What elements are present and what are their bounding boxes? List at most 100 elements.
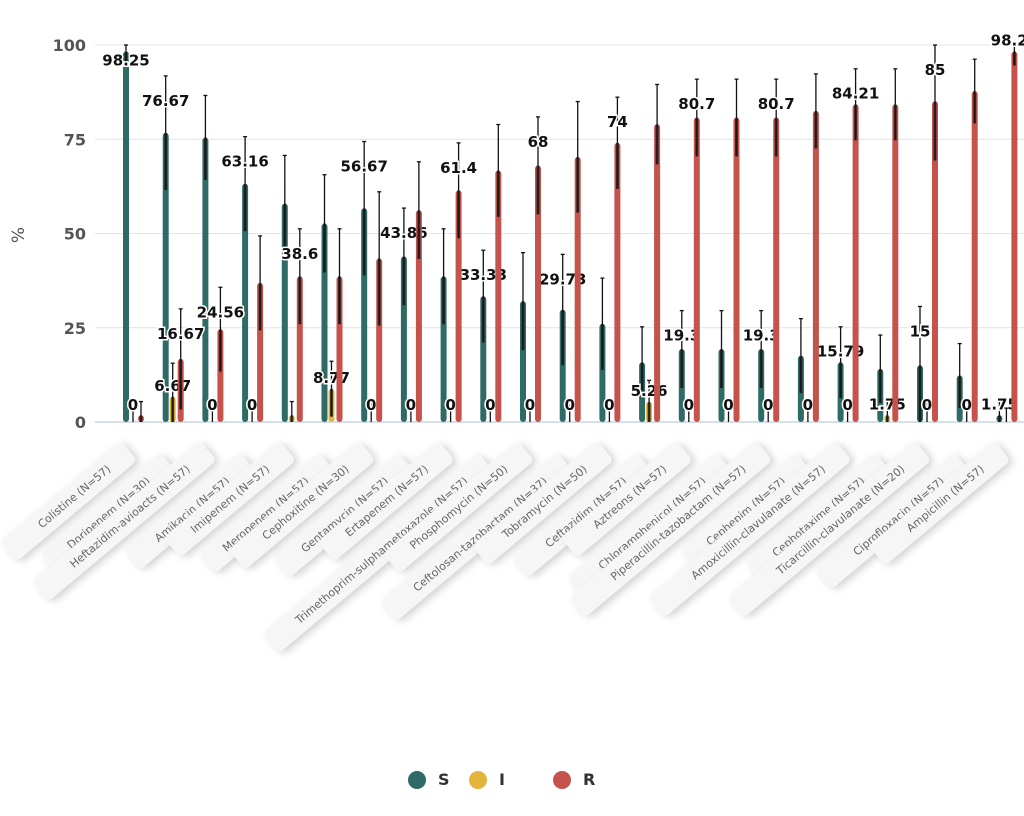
y-tick-label: 25 [64,319,86,338]
data-label-i: 5.26 [631,382,668,400]
y-tick-label: 75 [64,130,86,149]
x-tick-pill [650,442,850,615]
data-label-s: 19.3 [663,327,700,345]
x-tick-pill [200,454,334,571]
bar-r [892,104,899,423]
x-tick-pill [817,454,969,587]
x-tick-pill [871,442,1009,563]
bar-r [932,101,938,423]
data-label-i: 1.75 [869,395,906,413]
data-label-r: 80.7 [678,95,715,113]
x-tick-pill [729,442,929,615]
bar-r [971,91,978,423]
x-tick-label-group: Ampicillin (N=57) [871,442,1009,563]
legend: S I R [0,770,1024,800]
x-tick-pill [747,454,889,579]
data-label-r: 61.4 [440,159,477,177]
x-tick-pill [513,454,651,575]
data-label-i: 0 [961,396,971,414]
bar-r [535,165,541,422]
legend-marker-i [469,770,487,789]
bar-s [242,183,249,422]
x-tick-pill [382,454,572,619]
data-label-r: 84.21 [832,85,879,103]
bar-r [455,190,462,422]
bar-r [495,170,502,422]
legend-item-r[interactable]: R [553,770,595,789]
data-label-s: 63.16 [221,153,268,171]
data-label-i: 0 [207,396,217,414]
y-tick-label: 100 [53,36,86,55]
data-label-i: 0 [485,396,495,414]
x-tick-pill [231,442,373,567]
y-tick-label: 50 [64,225,86,244]
bar-s [202,137,209,423]
data-label-s: 19.3 [743,327,780,345]
x-tick-pill [2,442,135,559]
bar-s [123,51,129,422]
bar-r [654,124,661,423]
data-label-i: 0 [445,396,455,414]
data-label-i: 0 [723,396,733,414]
x-tick-pill [34,442,215,599]
x-tick-pill [166,442,294,555]
data-label-s: 98.25 [102,52,149,70]
data-label-i: 6.67 [154,377,191,395]
x-tick-pill [563,442,691,555]
x-tick-pill [682,454,810,567]
data-label-i: 0 [525,396,535,414]
data-label-s: 15 [910,322,931,340]
bar-r [693,117,700,423]
legend-item-i[interactable]: I [469,770,505,789]
legend-item-s[interactable]: S [408,770,450,789]
x-tick-pill [126,454,254,567]
data-label-i: 0 [604,396,614,414]
data-label-s: 76.67 [142,92,189,110]
bar-r [773,117,780,423]
bar-s [321,223,328,422]
x-tick-pill [474,442,612,563]
y-tick-label: 0 [75,413,86,432]
data-label-r: 68 [528,133,549,151]
x-tick-pill [571,442,770,615]
y-axis-label: % [9,227,29,243]
data-label-i: 8.77 [313,369,350,387]
x-tick-pill [385,442,532,571]
bar-r [1011,51,1018,422]
data-label-i: 0 [564,396,574,414]
bar-r [852,104,859,423]
legend-label-r: R [583,770,596,789]
x-tick-pill [569,454,731,595]
x-tick-pill [320,442,453,559]
bar-r [733,117,740,423]
data-label-r: 80.7 [758,95,795,113]
data-label-i: 0 [406,396,416,414]
data-label-i: 0 [763,396,773,414]
legend-label-s: S [438,770,450,789]
data-label-r: 85 [925,61,946,79]
bar-s [281,203,288,422]
data-label-i: 0 [803,396,813,414]
bar-r [574,157,581,423]
x-tick-pill [264,454,492,651]
legend-marker-s [408,770,426,789]
bar-r [614,143,621,422]
data-label-r: 16.67 [157,325,204,343]
data-label-i: 0 [684,396,694,414]
data-label-r: 38.6 [281,245,318,263]
bar-r [812,111,819,423]
data-label-s: 1.75 [981,395,1018,413]
data-label-i: 0 [922,396,932,414]
data-label-i: 0 [247,396,257,414]
data-label-i: 0 [366,396,376,414]
data-label-r: 74 [607,113,628,131]
legend-label-i: I [499,770,505,789]
data-label-i: 0 [128,396,138,414]
data-label-r: 98.25 [991,32,1024,50]
data-label-i: 0 [842,396,852,414]
bar-s [162,132,169,422]
x-tick-pill [275,454,413,575]
bar-r [415,210,422,422]
data-label-r: 24.56 [197,303,244,321]
